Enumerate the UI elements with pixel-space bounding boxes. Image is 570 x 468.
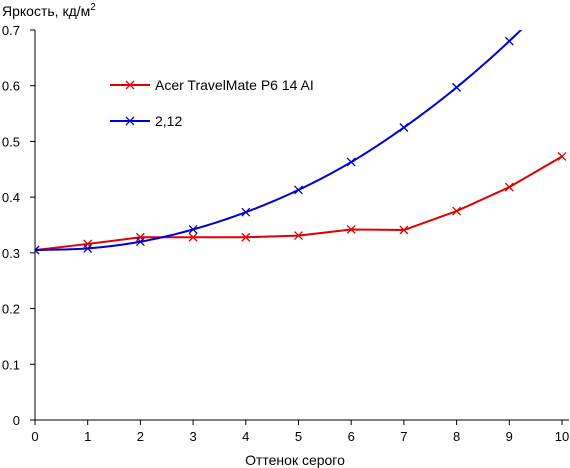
x-axis-ticks: 0 1 2 3 4 5 6 7 8 9 10 xyxy=(31,420,569,444)
y-tick-label: 0 xyxy=(13,413,20,428)
legend-label-1: 2,12 xyxy=(155,113,182,129)
data-point xyxy=(241,207,251,217)
y-axis-ticks: 0 0.1 0.2 0.3 0.4 0.5 0.6 0.7 xyxy=(2,23,35,428)
x-tick-label: 4 xyxy=(242,429,249,444)
x-tick-label: 2 xyxy=(137,429,144,444)
data-point xyxy=(399,123,409,132)
x-tick-label: 9 xyxy=(506,429,513,444)
data-point xyxy=(346,157,356,167)
data-point xyxy=(294,231,303,241)
data-point xyxy=(135,237,145,247)
legend-marker-0 xyxy=(125,80,135,90)
data-point xyxy=(452,82,462,92)
data-point xyxy=(241,232,251,242)
x-tick-label: 1 xyxy=(84,429,91,444)
y-axis-title: Яркость, кд/м2 xyxy=(2,2,96,19)
legend-entry-0: Acer TravelMate P6 14 AI xyxy=(110,77,314,93)
y-tick-label: 0.2 xyxy=(2,302,20,317)
data-point xyxy=(452,206,462,216)
data-point xyxy=(557,152,567,161)
y-tick-label: 0.6 xyxy=(2,79,20,94)
x-axis-title: Оттенок серого xyxy=(245,452,345,468)
x-tick-label: 0 xyxy=(31,429,38,444)
data-point xyxy=(504,36,514,46)
legend-entry-1: 2,12 xyxy=(110,113,182,129)
data-point xyxy=(346,224,356,234)
x-tick-label: 6 xyxy=(348,429,355,444)
x-tick-label: 8 xyxy=(453,429,460,444)
y-axis-title-superscript: 2 xyxy=(90,2,96,13)
x-tick-label: 10 xyxy=(555,429,569,444)
x-tick-label: 3 xyxy=(189,429,196,444)
y-tick-label: 0.4 xyxy=(2,190,20,205)
y-tick-label: 0.3 xyxy=(2,246,20,261)
data-point xyxy=(294,185,303,195)
data-point xyxy=(83,243,93,253)
data-point xyxy=(399,225,409,235)
data-point xyxy=(504,182,514,192)
legend-label-0: Acer TravelMate P6 14 AI xyxy=(155,77,314,93)
y-tick-label: 0.7 xyxy=(2,23,20,38)
data-point xyxy=(188,232,198,242)
y-tick-label: 0.1 xyxy=(2,357,20,372)
y-axis-title-text: Яркость, кд/м xyxy=(2,3,90,19)
x-tick-label: 5 xyxy=(295,429,302,444)
legend-marker-1 xyxy=(125,116,135,126)
y-tick-label: 0.5 xyxy=(2,134,20,149)
data-point xyxy=(188,224,198,234)
data-point xyxy=(35,245,40,255)
legend: Acer TravelMate P6 14 AI 2,12 xyxy=(110,77,314,129)
x-tick-label: 7 xyxy=(400,429,407,444)
series-layer xyxy=(35,30,567,255)
